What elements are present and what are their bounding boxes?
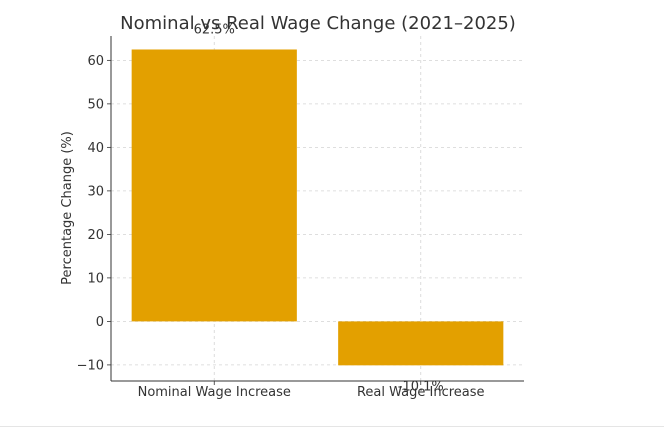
y-tick-label: 0 xyxy=(96,315,104,330)
x-tick-label: Real Wage Increase xyxy=(357,385,485,400)
bar-1 xyxy=(131,49,297,322)
y-tick-label: 20 xyxy=(87,228,104,243)
chart-title: Nominal vs Real Wage Change (2021–2025) xyxy=(120,13,516,34)
x-tick-label: Nominal Wage Increase xyxy=(138,385,291,400)
bottom-divider xyxy=(0,426,664,427)
y-tick-label: 50 xyxy=(87,97,104,112)
y-tick-label: 60 xyxy=(87,54,104,69)
y-tick-label: 40 xyxy=(87,141,104,156)
data-label: -10.1% xyxy=(398,379,444,394)
axes: −10 0 10 20 30 40 50 60 Nominal Wage Increase Rea… xyxy=(77,36,524,400)
y-tick-label: 10 xyxy=(87,271,104,286)
bars xyxy=(131,49,504,366)
y-axis-label: Percentage Change (%) xyxy=(60,131,75,285)
data-labels: 62.5% -10.1% xyxy=(194,22,444,394)
data-label: 62.5% xyxy=(194,22,235,37)
y-tick-label: 30 xyxy=(87,184,104,199)
y-tick-label: −10 xyxy=(77,358,104,373)
bar-2 xyxy=(338,321,504,366)
